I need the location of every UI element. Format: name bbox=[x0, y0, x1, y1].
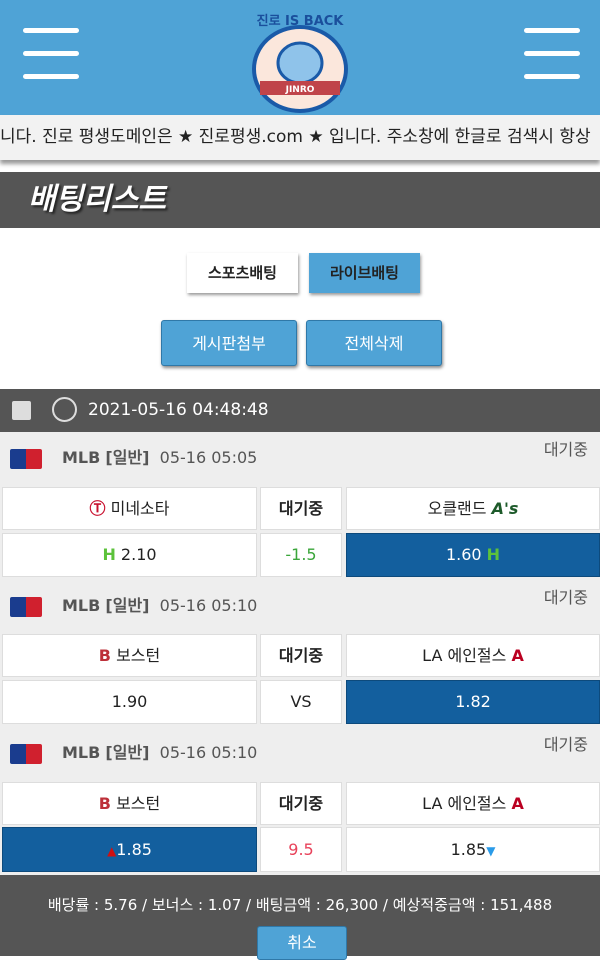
angels-logo-icon: A bbox=[511, 646, 524, 665]
away-odds-button[interactable]: 1.85▼ bbox=[346, 827, 600, 872]
bet-type: [일반] bbox=[105, 743, 150, 762]
game-header: MLB [일반] 05-16 05:05 대기중 bbox=[0, 432, 600, 484]
away-team: LA 에인절스 A bbox=[346, 634, 600, 677]
handicap-value: VS bbox=[260, 680, 342, 724]
match-status: 대기중 bbox=[260, 634, 342, 677]
arrow-down-icon: ▼ bbox=[486, 844, 496, 858]
menu-right-icon[interactable] bbox=[524, 28, 580, 79]
game-time: 05-16 05:10 bbox=[159, 596, 258, 615]
red-sox-logo-icon: B bbox=[98, 646, 111, 665]
game-status: 대기중 bbox=[543, 735, 588, 754]
away-odds: 1.85 bbox=[450, 840, 487, 859]
home-team: Ⓣ 미네소타 bbox=[2, 487, 257, 530]
league: MLB bbox=[62, 448, 101, 467]
away-odds: 1.60 bbox=[445, 545, 482, 564]
home-name: 미네소타 bbox=[110, 499, 170, 518]
bet-type: [일반] bbox=[105, 448, 150, 467]
bet-summary-footer: 배당률 : 5.76 / 보너스 : 1.07 / 배팅금액 : 26,300 … bbox=[0, 875, 600, 960]
tab-sports-betting[interactable]: 스포츠배팅 bbox=[187, 253, 298, 293]
game-time: 05-16 05:10 bbox=[159, 743, 258, 762]
home-odds-button[interactable]: H 2.10 bbox=[2, 533, 257, 577]
home-odds-button[interactable]: ▲1.85 bbox=[2, 827, 257, 872]
bet-summary: 배당률 : 5.76 / 보너스 : 1.07 / 배팅금액 : 26,300 … bbox=[47, 896, 553, 914]
away-team: LA 에인절스 A bbox=[346, 782, 600, 825]
home-odds-button[interactable]: 1.90 bbox=[2, 680, 257, 724]
bet-header: 2021-05-16 04:48:48 bbox=[0, 389, 600, 432]
twins-logo-icon: Ⓣ bbox=[89, 499, 106, 518]
bet-datetime: 2021-05-16 04:48:48 bbox=[88, 400, 269, 420]
game-list: MLB [일반] 05-16 05:05 대기중 Ⓣ 미네소타 대기중 오클랜드… bbox=[0, 432, 600, 875]
game-status: 대기중 bbox=[543, 440, 588, 459]
mlb-logo-icon bbox=[10, 596, 42, 617]
tab-live-betting[interactable]: 라이브배팅 bbox=[309, 253, 420, 293]
game-header: MLB [일반] 05-16 05:10 대기중 bbox=[0, 727, 600, 779]
home-team: B 보스턴 bbox=[2, 782, 257, 825]
athletics-logo-icon: A's bbox=[491, 499, 519, 518]
red-sox-logo-icon: B bbox=[98, 794, 111, 813]
handicap-mark-icon: H bbox=[486, 545, 501, 564]
arrow-up-icon: ▲ bbox=[107, 844, 117, 858]
notice-ticker: 니다. 진로 평생도메인은 ★ 진로평생.com ★ 입니다. 주소창에 한글로… bbox=[0, 115, 600, 160]
handicap-value: -1.5 bbox=[260, 533, 342, 577]
select-checkbox[interactable] bbox=[12, 401, 31, 420]
total-value: 9.5 bbox=[260, 827, 342, 872]
delete-all-button[interactable]: 전체삭제 bbox=[306, 320, 442, 366]
svg-text:JINRO: JINRO bbox=[285, 85, 315, 95]
away-odds-button[interactable]: 1.82 bbox=[346, 680, 600, 724]
league: MLB bbox=[62, 596, 101, 615]
away-name: 오클랜드 bbox=[427, 499, 487, 518]
home-team: B 보스턴 bbox=[2, 634, 257, 677]
home-name: 보스턴 bbox=[116, 646, 161, 665]
site-logo[interactable]: 진로 IS BACK JINRO bbox=[240, 5, 360, 113]
handicap-mark-icon: H bbox=[102, 545, 116, 564]
away-name: LA 에인절스 bbox=[422, 646, 507, 665]
game-status: 대기중 bbox=[543, 588, 588, 607]
game-header: MLB [일반] 05-16 05:10 대기중 bbox=[0, 580, 600, 632]
home-odds: 1.85 bbox=[116, 840, 152, 859]
page-title: 배팅리스트 bbox=[0, 172, 600, 228]
home-name: 보스턴 bbox=[116, 794, 161, 813]
match-status: 대기중 bbox=[260, 487, 342, 530]
header: 진로 IS BACK JINRO bbox=[0, 0, 600, 115]
home-odds: 2.10 bbox=[120, 545, 157, 564]
match-status: 대기중 bbox=[260, 782, 342, 825]
mlb-logo-icon bbox=[10, 448, 42, 469]
cancel-button[interactable]: 취소 bbox=[257, 926, 347, 960]
league: MLB bbox=[62, 743, 101, 762]
clock-icon bbox=[52, 397, 77, 422]
game-time: 05-16 05:05 bbox=[159, 448, 258, 467]
svg-text:진로 IS BACK: 진로 IS BACK bbox=[257, 13, 345, 29]
away-odds-button[interactable]: 1.60 H bbox=[346, 533, 600, 577]
menu-left-icon[interactable] bbox=[23, 28, 79, 79]
angels-logo-icon: A bbox=[511, 794, 524, 813]
attach-board-button[interactable]: 게시판첨부 bbox=[161, 320, 297, 366]
mlb-logo-icon bbox=[10, 743, 42, 764]
away-team: 오클랜드 A's bbox=[346, 487, 600, 530]
bet-type: [일반] bbox=[105, 596, 150, 615]
away-name: LA 에인절스 bbox=[422, 794, 507, 813]
